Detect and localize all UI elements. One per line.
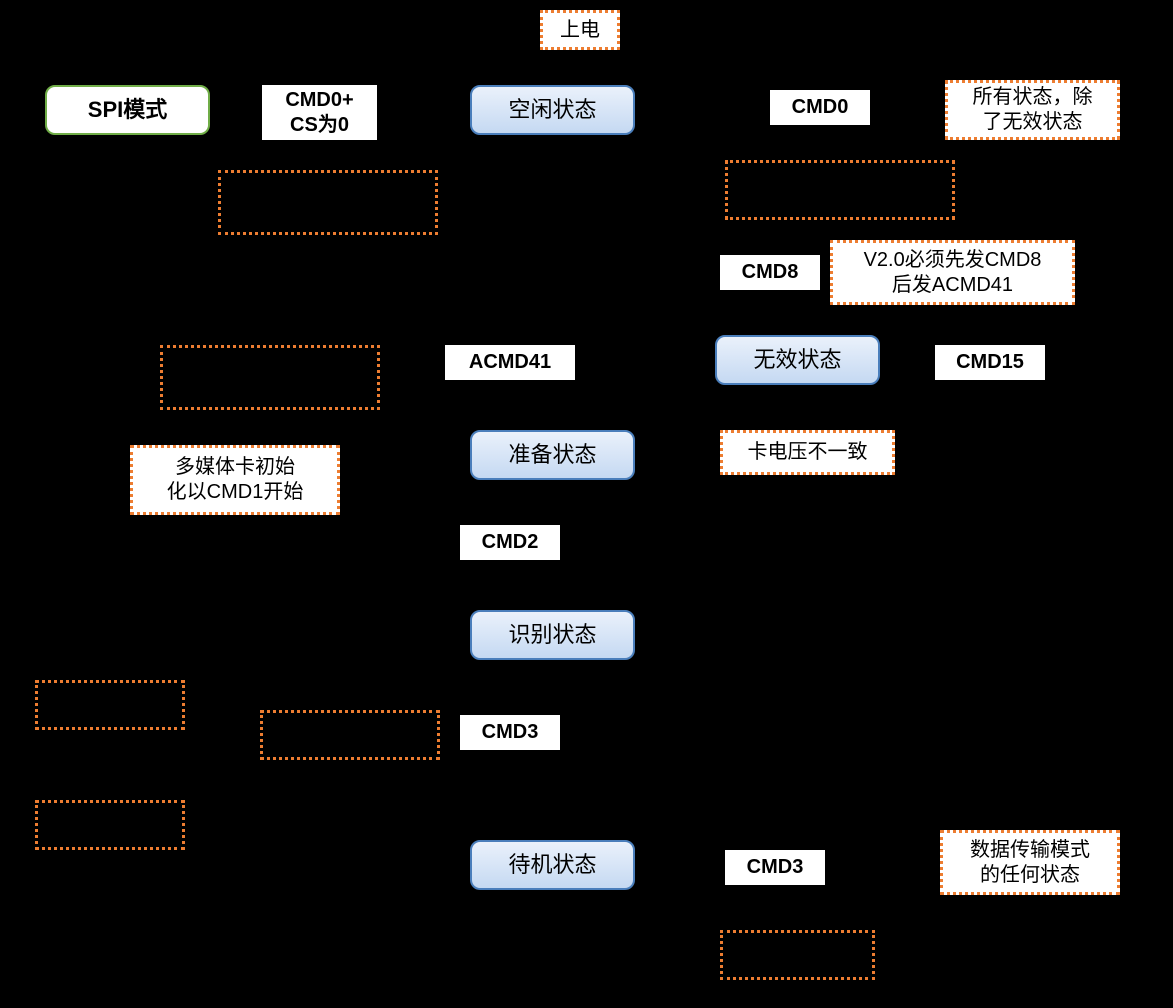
state-ident: 识别状态	[470, 610, 635, 660]
note-data-transfer: 数据传输模式 的任何状态	[940, 830, 1120, 895]
empty-note-2	[725, 160, 955, 220]
state-standby: 待机状态	[470, 840, 635, 890]
label-cmd3-a: CMD3	[460, 715, 560, 750]
label-cmd0: CMD0	[770, 90, 870, 125]
note-power-on: 上电	[540, 10, 620, 50]
empty-note-5	[260, 710, 440, 760]
label-cmd0-cs: CMD0+ CS为0	[262, 85, 377, 140]
label-cmd3-b: CMD3	[725, 850, 825, 885]
label-cmd8: CMD8	[720, 255, 820, 290]
state-ready: 准备状态	[470, 430, 635, 480]
empty-note-4	[35, 680, 185, 730]
state-idle: 空闲状态	[470, 85, 635, 135]
spi-mode-box: SPI模式	[45, 85, 210, 135]
note-v20: V2.0必须先发CMD8 后发ACMD41	[830, 240, 1075, 305]
state-invalid: 无效状态	[715, 335, 880, 385]
label-cmd2: CMD2	[460, 525, 560, 560]
empty-note-1	[218, 170, 438, 235]
note-mmc: 多媒体卡初始 化以CMD1开始	[130, 445, 340, 515]
label-acmd41: ACMD41	[445, 345, 575, 380]
label-cmd15: CMD15	[935, 345, 1045, 380]
empty-note-3	[160, 345, 380, 410]
empty-note-6	[35, 800, 185, 850]
flowchart-stage: 上电 空闲状态 SPI模式 CMD0+ CS为0 CMD0 所有状态，除 了无效…	[0, 0, 1173, 1008]
empty-note-7	[720, 930, 875, 980]
note-all-states: 所有状态，除 了无效状态	[945, 80, 1120, 140]
note-voltage: 卡电压不一致	[720, 430, 895, 475]
